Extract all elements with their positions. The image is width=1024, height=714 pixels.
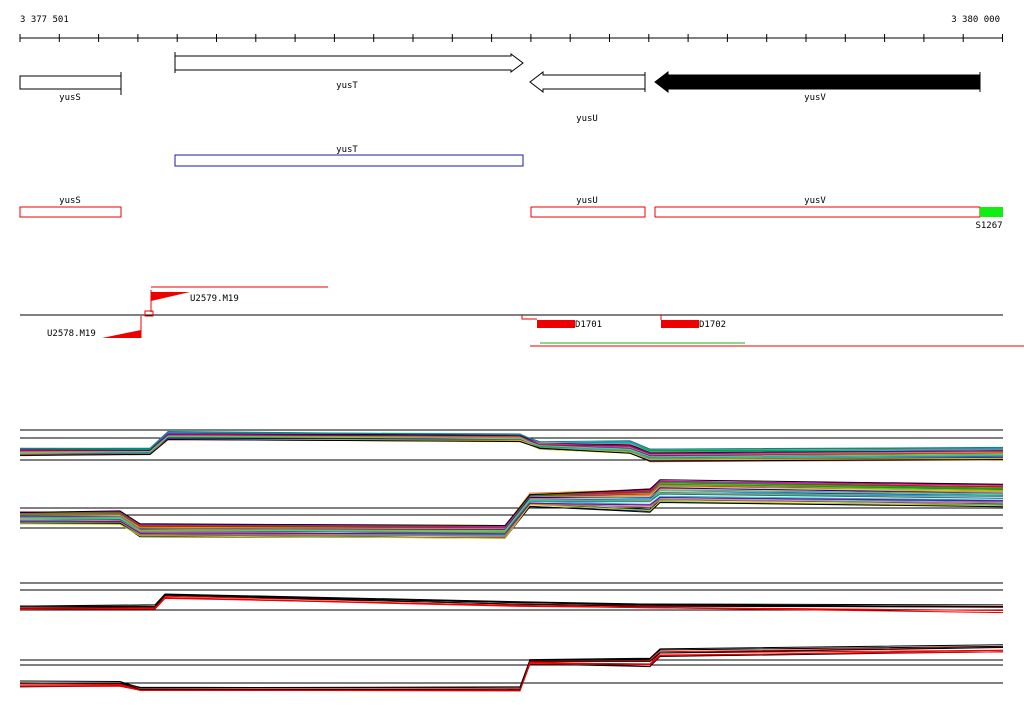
- feature-box: [144, 310, 154, 317]
- ruler: 3 377 501 3 380 000: [19, 15, 1003, 42]
- trace: [19, 593, 1004, 607]
- gene-label: yusT: [336, 81, 358, 91]
- gene-box: [19, 75, 122, 90]
- gene-label: yusS: [59, 93, 81, 103]
- trace: [20, 651, 1004, 692]
- feature-triangle: [151, 292, 190, 301]
- trace: [19, 434, 1004, 455]
- transcript: [174, 154, 524, 167]
- segment-label: yusS: [59, 196, 81, 206]
- segment-label: yusV: [804, 196, 826, 206]
- feature-label: D1702: [699, 320, 726, 330]
- trace: [19, 430, 1004, 450]
- segment: [19, 206, 122, 218]
- trace: [19, 500, 1004, 539]
- trace: [19, 435, 1004, 458]
- transcript-label: yusT: [336, 145, 358, 155]
- gene-arrow: [174, 53, 524, 73]
- segment-green: [980, 207, 1003, 217]
- trace: [19, 438, 1004, 462]
- trace: [19, 594, 1004, 608]
- trace: [19, 493, 1004, 534]
- segment: [530, 206, 646, 218]
- feature-box: [661, 320, 699, 328]
- gene-arrow: [529, 70, 646, 94]
- trace: [19, 649, 1004, 692]
- feature-line: [521, 315, 537, 320]
- feature-triangle: [102, 330, 141, 338]
- gene-arrow: [654, 70, 981, 94]
- trace: [19, 490, 1004, 532]
- ruler-end: 3 380 000: [951, 15, 1000, 25]
- gene-label: yusU: [576, 114, 598, 124]
- trace: [19, 479, 1004, 527]
- ruler-start: 3 377 501: [20, 15, 69, 25]
- segment-label: yusU: [576, 196, 598, 206]
- traces: [19, 429, 1004, 692]
- feature-label: U2579.M19: [190, 294, 239, 304]
- trace: [19, 644, 1004, 689]
- gene-label: yusV: [804, 93, 826, 103]
- trace: [19, 489, 1004, 531]
- trace: [19, 596, 1004, 611]
- trace: [19, 649, 1004, 691]
- segment: [654, 206, 981, 218]
- trace: [19, 435, 1004, 460]
- feature-label: D1701: [575, 320, 602, 330]
- trace: [19, 496, 1004, 535]
- feature-label: U2578.M19: [47, 329, 96, 339]
- trace: [19, 651, 1004, 691]
- segment-label: S1267: [975, 221, 1002, 231]
- feature-box: [537, 320, 575, 328]
